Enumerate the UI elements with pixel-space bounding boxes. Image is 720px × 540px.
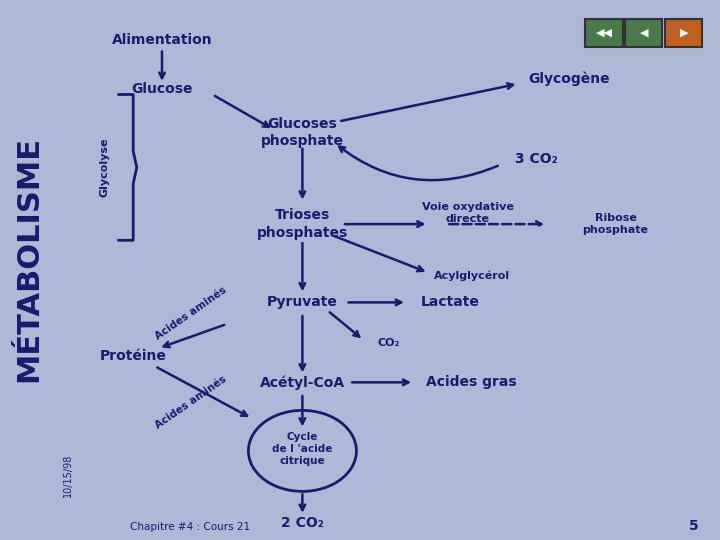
Text: Acides aminés: Acides aminés <box>153 285 228 341</box>
Text: CO₂: CO₂ <box>378 338 400 348</box>
Text: Pyruvate: Pyruvate <box>267 295 338 309</box>
FancyBboxPatch shape <box>585 19 623 47</box>
Text: Glycolyse: Glycolyse <box>99 138 109 197</box>
FancyBboxPatch shape <box>625 19 662 47</box>
Text: Glycogène: Glycogène <box>528 71 610 85</box>
Text: Chapitre #4 : Cours 21: Chapitre #4 : Cours 21 <box>130 522 250 531</box>
Text: Glucose: Glucose <box>131 82 193 96</box>
Text: Acétyl-CoA: Acétyl-CoA <box>260 375 345 389</box>
Text: Glucoses
phosphate: Glucoses phosphate <box>261 117 344 148</box>
Text: ◀: ◀ <box>640 28 649 37</box>
Text: Ribose
phosphate: Ribose phosphate <box>582 213 649 235</box>
Text: Trioses
phosphates: Trioses phosphates <box>257 208 348 240</box>
Text: Acylglycérol: Acylglycérol <box>433 270 510 281</box>
Text: Cycle
de l 'acide
citrique: Cycle de l 'acide citrique <box>272 433 333 466</box>
Text: MÉTABOLISME: MÉTABOLISME <box>14 136 43 382</box>
Text: Lactate: Lactate <box>420 295 480 309</box>
Text: ▶: ▶ <box>680 28 688 37</box>
Text: Acides gras: Acides gras <box>426 375 517 389</box>
Text: Alimentation: Alimentation <box>112 33 212 48</box>
Text: 10/15/98: 10/15/98 <box>63 454 73 497</box>
Text: Acides aminés: Acides aminés <box>153 374 228 430</box>
Text: ◀◀: ◀◀ <box>596 28 613 37</box>
Text: Protéine: Protéine <box>100 349 166 363</box>
Text: 3 CO₂: 3 CO₂ <box>515 152 557 166</box>
Text: 5: 5 <box>688 519 698 534</box>
Text: Voie oxydative
directe: Voie oxydative directe <box>422 202 514 225</box>
FancyBboxPatch shape <box>665 19 702 47</box>
Text: 2 CO₂: 2 CO₂ <box>281 516 324 530</box>
